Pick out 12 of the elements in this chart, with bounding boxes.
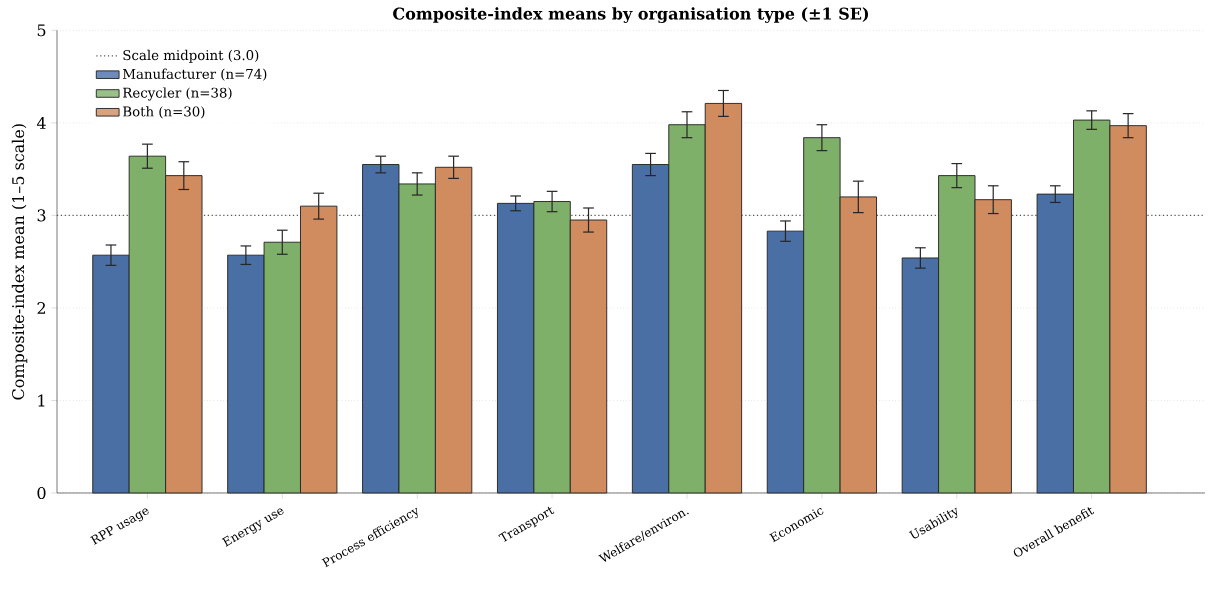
- y-tick-label: 5: [37, 24, 46, 37]
- y-tick-label: 0: [37, 486, 46, 500]
- legend-label: Manufacturer (n=74): [123, 68, 267, 81]
- y-tick-label: 2: [37, 301, 46, 314]
- y-axis-title: Composite-index mean (1–5 scale): [11, 124, 28, 400]
- y-tick-label: 1: [38, 394, 45, 407]
- chart-title: Composite-index means by organisation type (±1 SE): [393, 7, 869, 23]
- legend-label: Recycler (n=38): [123, 87, 232, 101]
- legend-label: Scale midpoint (3.0): [123, 49, 259, 63]
- y-tick-label: 4: [36, 116, 46, 129]
- y-tick-label: 3: [37, 209, 46, 222]
- legend-label: Both (n=30): [123, 106, 205, 119]
